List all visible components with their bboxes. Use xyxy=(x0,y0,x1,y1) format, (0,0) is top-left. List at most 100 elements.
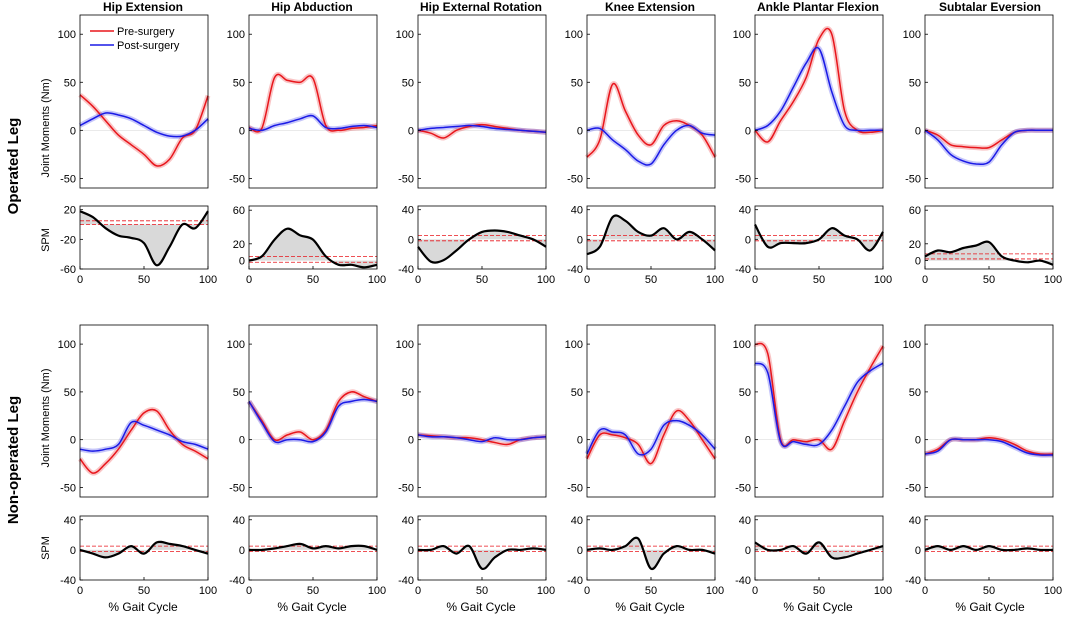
y-tick-label: 0 xyxy=(915,435,921,447)
y-tick-label: 40 xyxy=(739,205,751,217)
spm-curve xyxy=(586,214,716,256)
row-label-non-operated: Non-operated Leg xyxy=(5,396,22,524)
y-tick-label: 0 xyxy=(70,125,76,137)
y-tick-label: -40 xyxy=(398,575,414,587)
y-tick-label: -40 xyxy=(60,575,76,587)
xlabel-col2: % Gait Cycle xyxy=(277,600,347,614)
ylabel-moments-top: Joint Moments (Nm) xyxy=(40,78,52,177)
y-tick-label: -50 xyxy=(905,173,921,185)
x-tick-label: 0 xyxy=(415,274,421,286)
x-tick-label: 0 xyxy=(922,585,928,597)
y-tick-label: -50 xyxy=(229,482,245,494)
column-titles: Hip Extension Hip Abduction Hip External… xyxy=(103,0,1041,14)
x-tick-label: 100 xyxy=(1044,274,1062,286)
pre-band xyxy=(585,81,718,159)
pre-surgery-line xyxy=(248,73,378,133)
col-title-subtalar-eversion: Subtalar Eversion xyxy=(939,0,1041,14)
y-tick-label: -40 xyxy=(229,575,245,587)
y-tick-label: 100 xyxy=(903,339,921,351)
post-surgery-line xyxy=(586,124,716,166)
spm-axes-frame xyxy=(754,205,884,270)
moment-axes-frame xyxy=(586,324,716,498)
moment-axes-frame xyxy=(417,14,547,189)
y-tick-label: -40 xyxy=(735,264,751,276)
post-surgery-line xyxy=(248,398,378,444)
spm-curve xyxy=(417,229,547,264)
y-tick-label: 100 xyxy=(227,339,245,351)
x-tick-label: 100 xyxy=(368,585,386,597)
y-tick-label: 100 xyxy=(227,29,245,41)
spm-shaded-area xyxy=(755,542,883,559)
x-tick-label: 100 xyxy=(199,274,217,286)
y-tick-label: -50 xyxy=(229,173,245,185)
x-tick-label: 50 xyxy=(476,585,488,597)
x-tick-label: 50 xyxy=(476,274,488,286)
x-tick-label: 100 xyxy=(874,585,892,597)
x-tick-label: 0 xyxy=(922,274,928,286)
post-surgery-line xyxy=(79,420,209,452)
xlabel-col6: % Gait Cycle xyxy=(955,600,1025,614)
y-tick-label: 100 xyxy=(733,29,751,41)
pre-surgery-line xyxy=(79,408,209,474)
col-title-hip-abduction: Hip Abduction xyxy=(271,0,353,14)
y-tick-label: 50 xyxy=(909,387,921,399)
y-tick-label: 50 xyxy=(233,77,245,89)
y-tick-label: -40 xyxy=(567,575,583,587)
y-tick-label: 100 xyxy=(58,29,76,41)
moment-axes-frame xyxy=(586,14,716,189)
col-title-knee-extension: Knee Extension xyxy=(605,0,695,14)
y-tick-label: 0 xyxy=(408,125,414,137)
x-tick-label: 100 xyxy=(706,585,724,597)
y-tick-label: 50 xyxy=(64,77,76,89)
y-tick-label: 40 xyxy=(402,515,414,527)
post-surgery-line xyxy=(248,114,378,132)
x-tick-label: 50 xyxy=(307,585,319,597)
y-tick-label: 40 xyxy=(571,205,583,217)
y-tick-label: 100 xyxy=(565,29,583,41)
y-tick-label: 0 xyxy=(239,435,245,447)
spm-curve xyxy=(924,240,1054,266)
spm-curve xyxy=(754,223,884,252)
y-tick-label: 0 xyxy=(745,545,751,557)
moment-axes-frame xyxy=(417,324,547,498)
post-surgery-line xyxy=(417,434,547,443)
pre-surgery-line xyxy=(754,342,884,451)
y-tick-label: 0 xyxy=(70,435,76,447)
y-tick-label: 0 xyxy=(577,234,583,246)
x-tick-label: 0 xyxy=(77,274,83,286)
y-tick-label: 0 xyxy=(915,125,921,137)
x-tick-label: 50 xyxy=(813,585,825,597)
spm-curve xyxy=(754,541,884,560)
post-surgery-line xyxy=(586,419,716,456)
x-tick-label: 50 xyxy=(307,274,319,286)
x-tick-label: 0 xyxy=(584,274,590,286)
y-tick-label: 0 xyxy=(577,435,583,447)
y-tick-label: 0 xyxy=(915,256,921,268)
y-tick-label: 60 xyxy=(909,205,921,217)
pre-band xyxy=(584,408,718,467)
spm-shaded-area xyxy=(587,537,715,570)
y-tick-label: -40 xyxy=(735,575,751,587)
y-tick-label: 0 xyxy=(577,545,583,557)
y-tick-label: 40 xyxy=(64,515,76,527)
moment-axes-frame xyxy=(754,14,884,189)
y-tick-label: 0 xyxy=(745,435,751,447)
y-tick-label: -40 xyxy=(905,575,921,587)
y-tick-label: -50 xyxy=(398,482,414,494)
x-tick-label: 50 xyxy=(138,585,150,597)
pre-surgery-line xyxy=(248,391,378,441)
y-tick-label: 20 xyxy=(64,205,76,217)
spm-curve xyxy=(248,542,378,552)
col-title-hip-extension: Hip Extension xyxy=(103,0,183,14)
ylabel-spm-top: SPM xyxy=(40,228,52,252)
x-tick-label: 50 xyxy=(813,274,825,286)
x-tick-label: 0 xyxy=(246,274,252,286)
x-tick-label: 100 xyxy=(1044,585,1062,597)
spm-shaded-area xyxy=(249,228,377,268)
